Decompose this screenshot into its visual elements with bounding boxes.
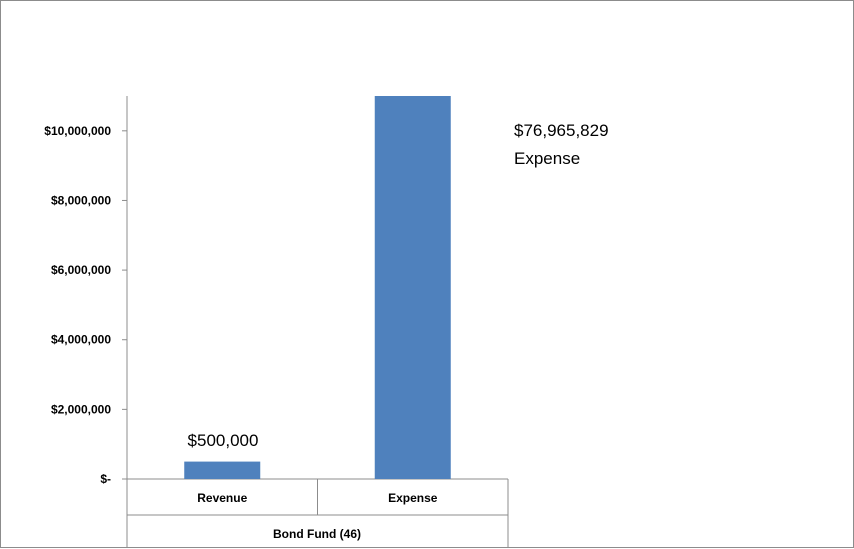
y-tick-label: $4,000,000 [51, 333, 111, 347]
data-labels: $500,000 $76,965,829 Expense [188, 121, 609, 450]
y-tick-label: $6,000,000 [51, 263, 111, 277]
x-axis-categories: Revenue Expense [126, 479, 509, 547]
bar-expense [374, 96, 451, 479]
y-tick-label: $- [100, 472, 111, 486]
y-tick-label: $2,000,000 [51, 402, 111, 416]
bars [184, 96, 451, 479]
y-axis-ticks: $- $2,000,000 $4,000,000 $6,000,000 $8,000,0… [44, 124, 127, 486]
bar-revenue [184, 461, 261, 479]
data-label-expense-name: Expense [514, 149, 580, 168]
x-tick-label-revenue: Revenue [197, 491, 247, 505]
y-tick-label: $10,000,000 [44, 124, 111, 138]
group-label: Bond Fund (46) [273, 527, 361, 541]
y-tick-label: $8,000,000 [51, 193, 111, 207]
data-label-expense-value: $76,965,829 [514, 121, 609, 140]
x-tick-label-expense: Expense [388, 491, 438, 505]
data-label-revenue: $500,000 [188, 431, 259, 450]
